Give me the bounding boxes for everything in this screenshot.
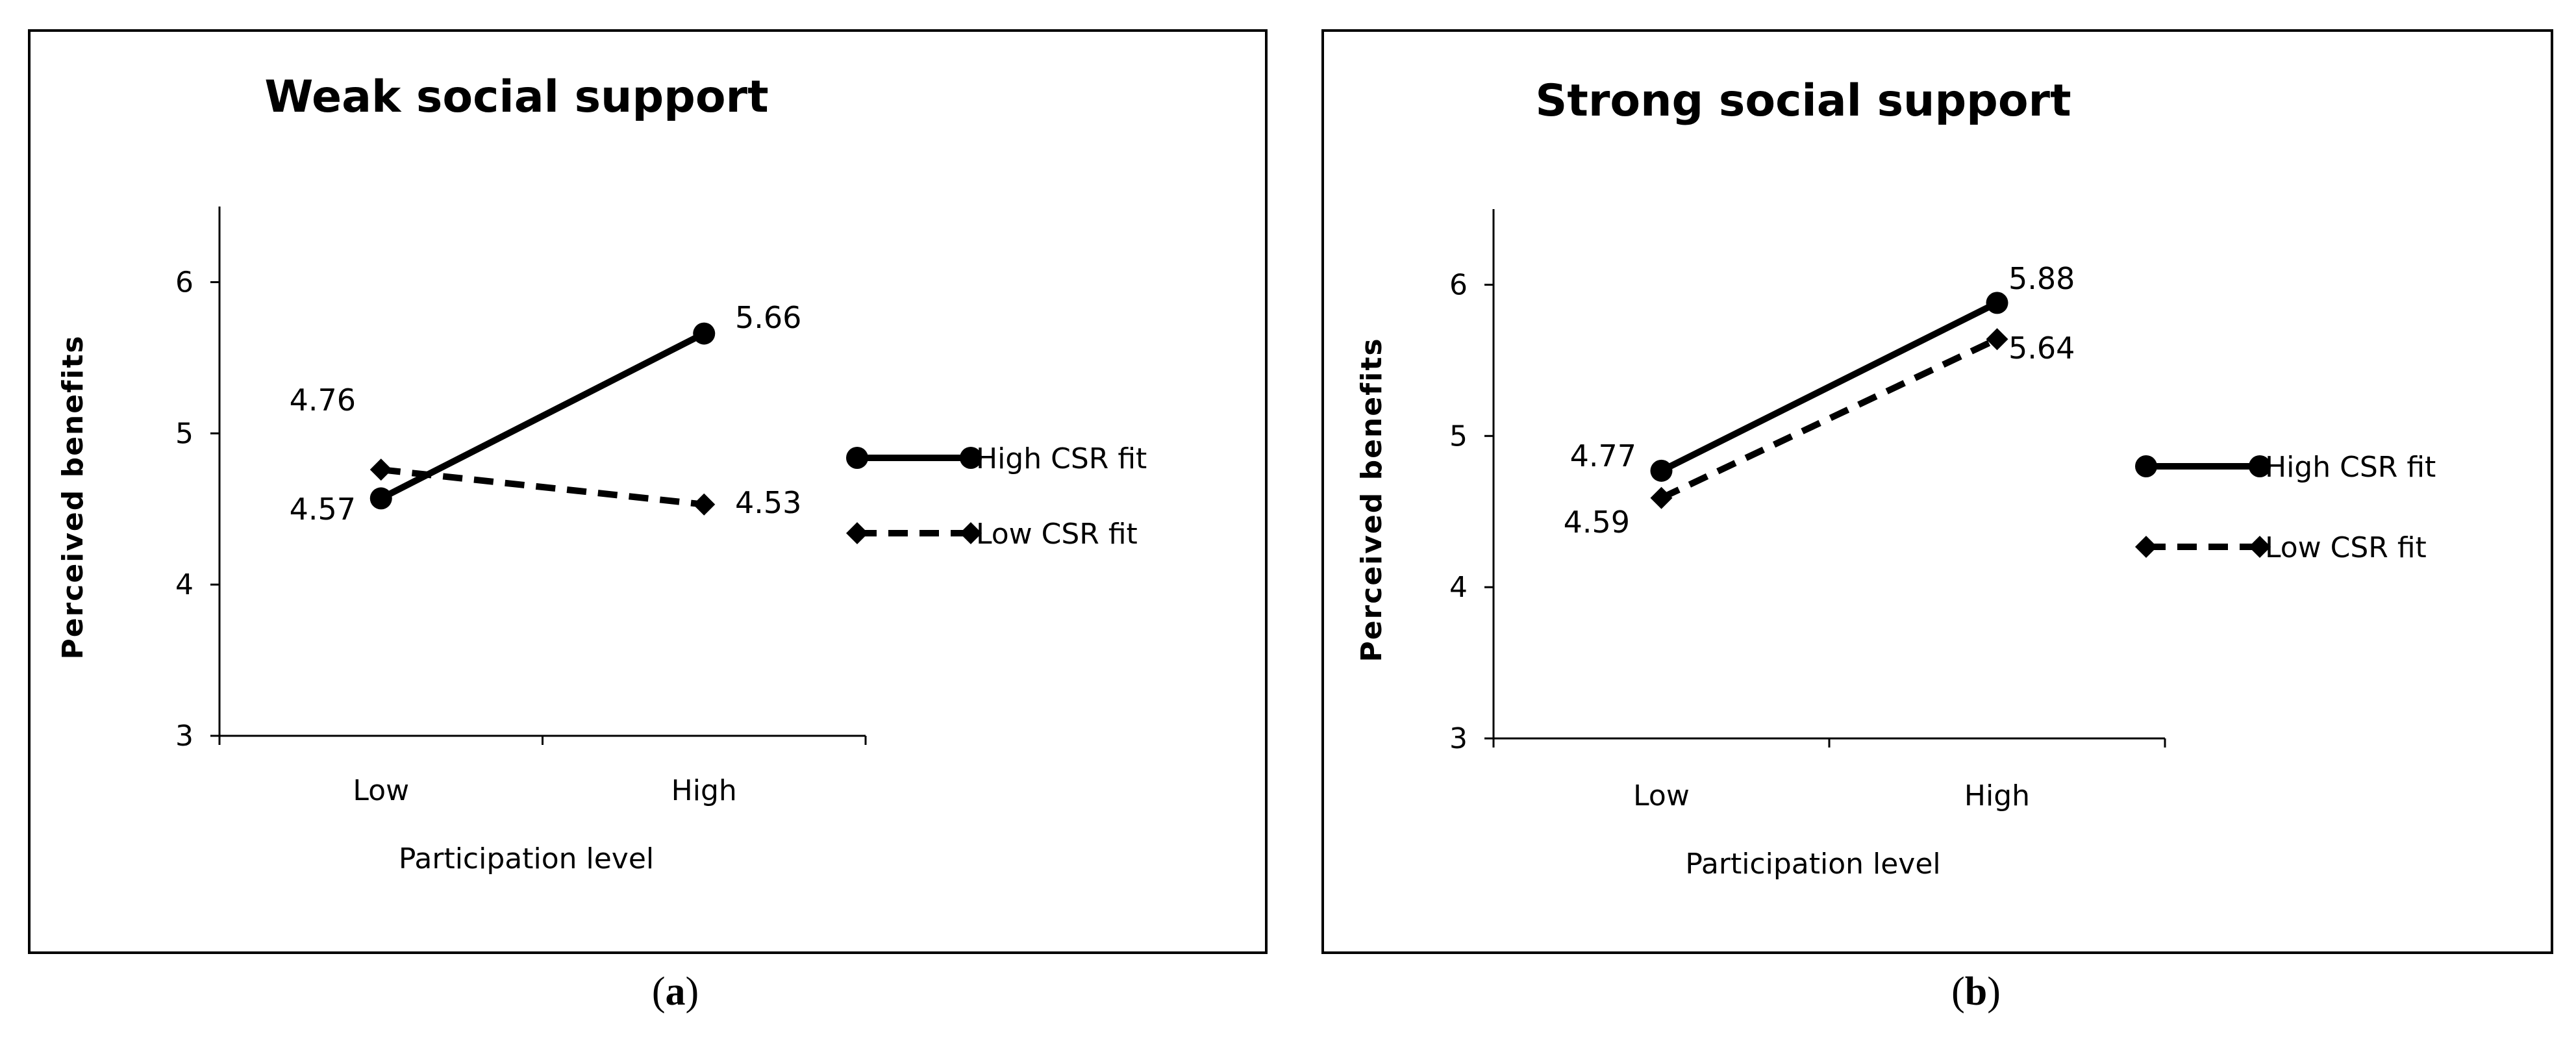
- legend-label-1: Low CSR fit: [2265, 531, 2427, 564]
- y-tick-label: 5: [1449, 420, 1468, 453]
- data-label-1-1: 5.64: [2008, 331, 2075, 366]
- data-label-0-0: 4.57: [290, 492, 356, 527]
- data-point-0-1: [693, 322, 716, 345]
- x-tick-label: Low: [1633, 779, 1690, 812]
- data-label-0-1: 5.88: [2008, 261, 2075, 296]
- y-tick-label: 5: [175, 417, 194, 450]
- legend-label-0: High CSR fit: [2265, 451, 2436, 484]
- data-label-1-1: 4.53: [735, 485, 801, 520]
- data-point-1-0: [369, 459, 392, 481]
- data-label-1-0: 4.59: [1564, 505, 1630, 540]
- legend-marker-0-start: [2135, 455, 2157, 477]
- chart-frame: [28, 29, 1268, 954]
- chart-panel-b: Strong social support 3 4 5 6 Low High Particip…: [1321, 29, 2553, 1014]
- y-tick-label: 3: [1449, 722, 1468, 755]
- chart-frame: [1321, 29, 2553, 954]
- chart-title: Weak social support: [264, 71, 768, 123]
- data-point-1-1: [1986, 328, 2008, 351]
- legend-marker-0-end: [2249, 455, 2271, 477]
- data-label-1-0: 4.76: [290, 383, 356, 418]
- legend-marker-1-start: [2135, 536, 2157, 558]
- data-label-0-1: 5.66: [735, 300, 801, 335]
- data-point-1-1: [693, 493, 716, 516]
- y-axis-title: Perceived benefits: [56, 334, 90, 659]
- x-axis-title: Participation level: [399, 842, 654, 875]
- legend-label-0: High CSR fit: [976, 442, 1147, 475]
- legend-marker-0-start: [846, 447, 868, 469]
- x-tick-label: Low: [353, 774, 409, 807]
- legend-marker-1-end: [2249, 536, 2271, 558]
- y-tick-label: 3: [175, 720, 194, 753]
- panel-caption: (b): [1951, 970, 2001, 1014]
- data-point-0-1: [1986, 292, 2008, 314]
- y-tick-label: 4: [1449, 571, 1468, 604]
- data-point-1-0: [1650, 486, 1673, 509]
- data-label-0-0: 4.77: [1570, 438, 1636, 473]
- panel-caption: (a): [652, 970, 699, 1014]
- y-tick-label: 6: [175, 266, 194, 299]
- x-tick-label: High: [671, 774, 737, 807]
- series-line-0: [1660, 299, 1999, 474]
- chart-title: Strong social support: [1535, 75, 2071, 127]
- data-point-0-0: [1650, 459, 1673, 482]
- x-tick-label: High: [1964, 779, 2030, 812]
- legend-label-1: Low CSR fit: [976, 518, 1138, 551]
- y-tick-label: 4: [175, 568, 194, 601]
- legend-marker-1-start: [846, 522, 868, 544]
- y-tick-label: 6: [1449, 268, 1468, 301]
- data-point-0-0: [369, 487, 392, 510]
- legend-marker-0-end: [960, 447, 982, 469]
- series-line-0: [379, 331, 706, 501]
- x-axis-title: Participation level: [1685, 848, 1940, 881]
- y-axis-title: Perceived benefits: [1355, 337, 1388, 662]
- series-line-1: [381, 466, 705, 508]
- legend-marker-1-end: [960, 522, 982, 544]
- chart-panel-a: Weak social support 3 4 5 6 Low High Participat…: [28, 29, 1268, 1014]
